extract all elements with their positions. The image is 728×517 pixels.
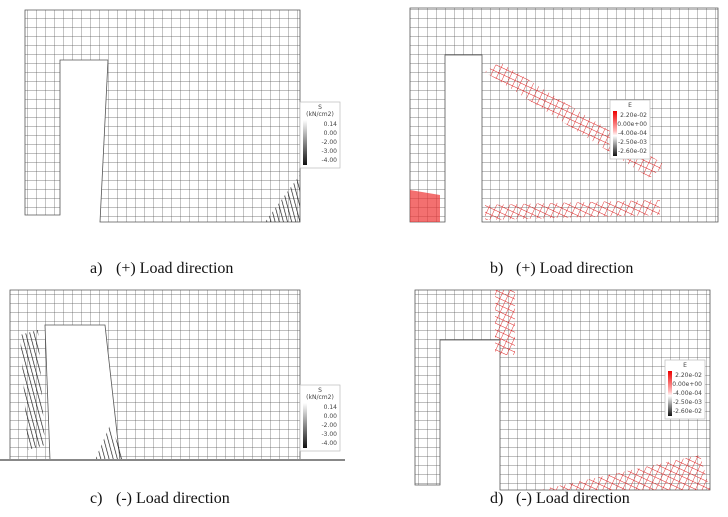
legend-colorbar (613, 111, 617, 156)
panel-c (0, 289, 345, 461)
legend-label: 0.00e+00 (672, 381, 702, 388)
legend-label: 0.00 (324, 130, 338, 137)
legend-unit: (kN/cm2) (306, 111, 334, 118)
panel-a (24, 9, 301, 223)
legend-colorbar (668, 371, 672, 416)
legend-label: -4.00e-04 (673, 390, 702, 397)
legend-label: -3.00 (321, 148, 337, 155)
legend-label: 0.00e+00 (617, 121, 647, 128)
legend-label: -4.00 (321, 440, 337, 447)
legend-label: -3.00 (321, 431, 337, 438)
caption-label: a) (90, 260, 102, 277)
caption: (-) Load direction (516, 490, 630, 507)
legend-title: E (683, 362, 687, 369)
legend-label: -2.60e-02 (673, 408, 702, 415)
panel-b (409, 7, 719, 223)
caption: (+) Load direction (116, 260, 233, 277)
legend-label: 0.00 (324, 413, 338, 420)
legend-label: -2.00 (321, 422, 337, 429)
caption-label: d) (490, 490, 503, 507)
caption: (-) Load direction (116, 490, 230, 507)
panel-d (414, 289, 711, 491)
legend-label: 2.20e-02 (620, 112, 647, 119)
legend-label: 0.14 (324, 404, 338, 411)
legend-label: -2.60e-02 (618, 148, 647, 155)
legend-unit: (kN/cm2) (306, 394, 334, 401)
legend-title: S (318, 387, 322, 394)
legend-label: 2.20e-02 (675, 372, 702, 379)
caption-label: b) (490, 260, 503, 277)
legend-colorbar (303, 403, 307, 448)
legend-label: 0.14 (324, 121, 338, 128)
legend-label: -2.50e-03 (618, 139, 647, 146)
legend-label: -4.00 (321, 157, 337, 164)
legend-title: S (318, 104, 322, 111)
legend-label: -2.50e-03 (673, 399, 702, 406)
legend-label: -2.00 (321, 139, 337, 146)
caption: (+) Load direction (516, 260, 633, 277)
legend-colorbar (303, 120, 307, 165)
legend-title: E (628, 102, 632, 109)
caption-label: c) (90, 490, 102, 507)
legend-label: -4.00e-04 (618, 130, 647, 137)
